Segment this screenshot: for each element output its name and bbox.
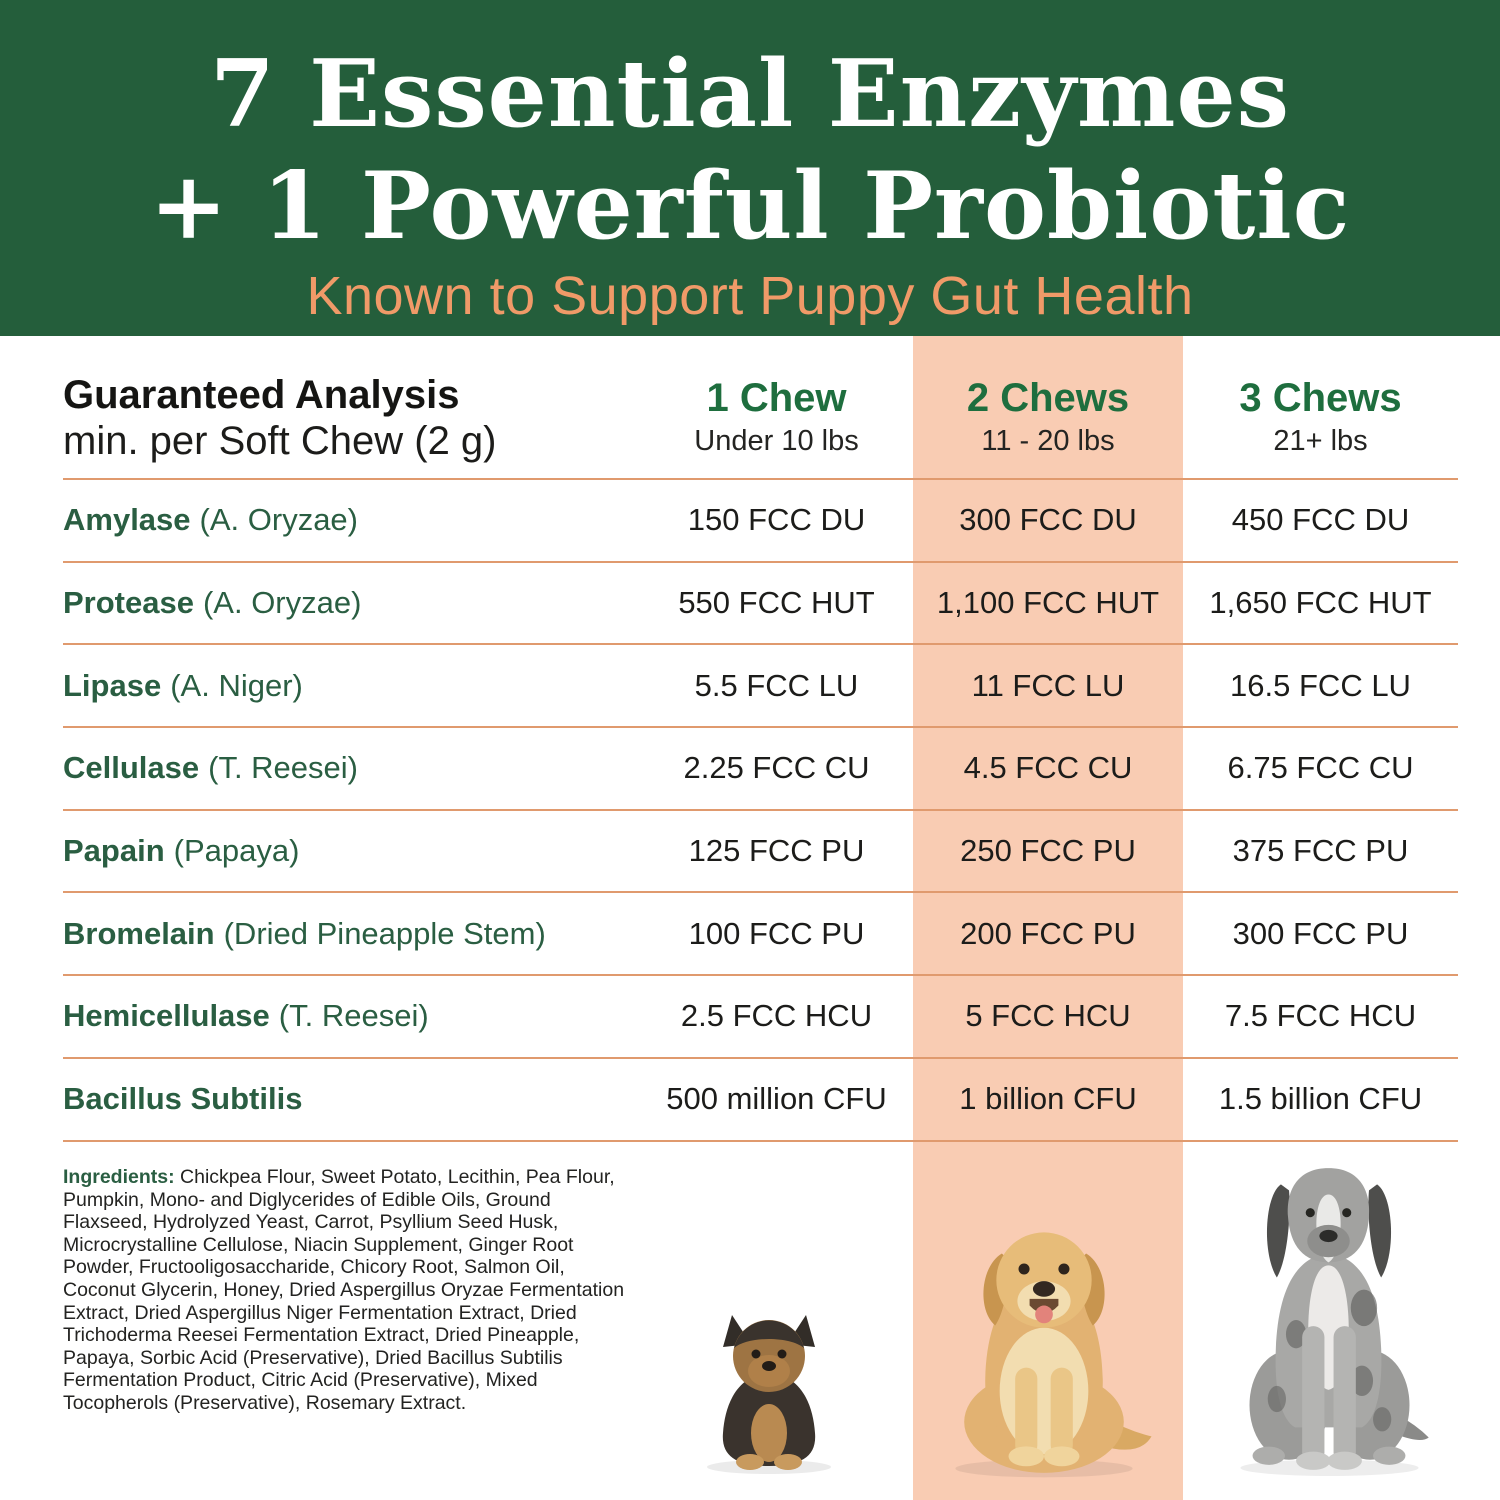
large-dog-illustration xyxy=(1240,1168,1429,1476)
table-header: Guaranteed Analysis min. per Soft Chew (… xyxy=(63,357,1458,478)
table-row-bromelain: Bromelain (Dried Pineapple Stem) 100 FCC … xyxy=(63,893,1458,977)
enzyme-name-cell: Cellulase (T. Reesei) xyxy=(63,750,640,786)
enzyme-name-cell: Lipase (A. Niger) xyxy=(63,668,640,704)
amount-3-chews: 450 FCC DU xyxy=(1231,502,1410,538)
column-header-2-chews: 2 Chews 11 - 20 lbs xyxy=(913,357,1183,478)
header-banner: 7 Essential Enzymes + 1 Powerful Probiot… xyxy=(0,0,1500,336)
title-line-1: 7 Essential Enzymes xyxy=(209,39,1290,148)
enzyme-source: (A. Oryzae) xyxy=(199,502,358,538)
amount-2-chews: 250 FCC PU xyxy=(960,833,1136,869)
amount-2-chews: 1,100 FCC HUT xyxy=(936,585,1160,621)
ingredients-paragraph: Ingredients: Chickpea Flour, Sweet Potat… xyxy=(63,1166,633,1415)
enzyme-name: Papain xyxy=(63,833,165,869)
amount-3-chews: 16.5 FCC LU xyxy=(1230,667,1411,703)
title-line-2: + 1 Powerful Probiotic xyxy=(149,151,1351,260)
ingredients-text: Chickpea Flour, Sweet Potato, Lecithin, … xyxy=(63,1166,625,1414)
medium-dog-illustration xyxy=(955,1232,1152,1478)
amount-3-chews: 6.75 FCC CU xyxy=(1227,750,1414,786)
amount-2-chews: 200 FCC PU xyxy=(960,915,1136,951)
page-title: 7 Essential Enzymes + 1 Powerful Probiot… xyxy=(0,0,1500,262)
enzyme-name: Cellulase xyxy=(63,750,200,786)
amount-1-chew: 2.5 FCC HCU xyxy=(680,998,873,1034)
golden-retriever-puppy-photo xyxy=(928,1218,1160,1484)
amount-2-chews: 300 FCC DU xyxy=(959,502,1137,538)
column-sublabel: 21+ lbs xyxy=(1273,424,1368,457)
amount-2-chews: 11 FCC LU xyxy=(971,667,1125,703)
small-dog-illustration xyxy=(707,1315,831,1474)
enzyme-name-cell: Hemicellulase (T. Reesei) xyxy=(63,998,640,1034)
table-row-papain: Papain (Papaya) 125 FCC PU 250 FCC PU 375… xyxy=(63,811,1458,894)
table-title-note: min. per Soft Chew (2 g) xyxy=(63,418,497,463)
enzyme-name: Protease xyxy=(63,585,194,621)
table-title: Guaranteed Analysis xyxy=(63,372,460,417)
guaranteed-analysis-table: Amylase (A. Oryzae) 150 FCC DU 300 FCC DU… xyxy=(63,478,1458,1142)
amount-2-chews: 5 FCC HCU xyxy=(965,998,1131,1034)
column-header-1-chew: 1 Chew Under 10 lbs xyxy=(640,357,913,478)
table-row-cellulase: Cellulase (T. Reesei) 2.25 FCC CU 4.5 FCC… xyxy=(63,728,1458,811)
amount-1-chew: 100 FCC PU xyxy=(688,915,865,951)
yorkshire-terrier-puppy-photo xyxy=(694,1303,844,1475)
table-row-hemicellulase: Hemicellulase (T. Reesei) 2.5 FCC HCU 5 F… xyxy=(63,976,1458,1059)
enzyme-source: (T. Reesei) xyxy=(208,750,358,786)
amount-1-chew: 550 FCC HUT xyxy=(678,585,875,621)
enzyme-name-cell: Bacillus Subtilis xyxy=(63,1081,640,1117)
amount-3-chews: 7.5 FCC HCU xyxy=(1224,998,1417,1034)
amount-3-chews: 300 FCC PU xyxy=(1232,915,1409,951)
column-label: 1 Chew xyxy=(706,375,847,420)
enzyme-source: (A. Oryzae) xyxy=(202,585,362,621)
table-row-protease: Protease (A. Oryzae) 550 FCC HUT 1,100 FC… xyxy=(63,563,1458,646)
enzyme-name-cell: Papain (Papaya) xyxy=(63,833,640,869)
table-row-bacillus-subtilis: Bacillus Subtilis 500 million CFU 1 bill… xyxy=(63,1059,1458,1142)
column-sublabel: Under 10 lbs xyxy=(694,424,859,457)
table-row-amylase: Amylase (A. Oryzae) 150 FCC DU 300 FCC DU… xyxy=(63,480,1458,563)
amount-1-chew: 150 FCC DU xyxy=(687,502,866,538)
enzyme-name: Lipase xyxy=(63,667,162,703)
amount-2-chews: 4.5 FCC CU xyxy=(963,750,1133,786)
enzyme-name: Amylase xyxy=(63,502,191,538)
column-label: 2 Chews xyxy=(966,375,1130,420)
column-sublabel: 11 - 20 lbs xyxy=(981,424,1115,457)
enzyme-name-cell: Bromelain (Dried Pineapple Stem) xyxy=(63,916,640,952)
great-dane-puppy-photo xyxy=(1210,1156,1448,1478)
amount-3-chews: 375 FCC PU xyxy=(1232,833,1409,869)
page-subtitle: Known to Support Puppy Gut Health xyxy=(306,266,1194,326)
amount-2-chews: 1 billion CFU xyxy=(959,1081,1137,1117)
enzyme-source: (A. Niger) xyxy=(170,667,303,703)
table-row-lipase: Lipase (A. Niger) 5.5 FCC LU 11 FCC LU 16… xyxy=(63,645,1458,729)
column-label: 3 Chews xyxy=(1239,375,1402,420)
amount-1-chew: 125 FCC PU xyxy=(688,833,865,869)
enzyme-source: (Papaya) xyxy=(173,833,300,869)
amount-1-chew: 500 million CFU xyxy=(666,1081,887,1117)
column-header-3-chews: 3 Chews 21+ lbs xyxy=(1183,357,1458,478)
amount-1-chew: 2.25 FCC CU xyxy=(683,750,870,786)
amount-3-chews: 1.5 billion CFU xyxy=(1218,1081,1423,1117)
ingredients-label: Ingredients: xyxy=(63,1166,175,1188)
amount-3-chews: 1,650 FCC HUT xyxy=(1209,585,1432,621)
enzyme-name: Hemicellulase xyxy=(63,998,270,1034)
enzyme-source: (T. Reesei) xyxy=(278,998,429,1034)
amount-1-chew: 5.5 FCC LU xyxy=(694,667,859,703)
enzyme-name: Bacillus Subtilis xyxy=(63,1081,303,1117)
enzyme-name-cell: Amylase (A. Oryzae) xyxy=(63,502,640,538)
enzyme-name-cell: Protease (A. Oryzae) xyxy=(63,585,640,621)
guaranteed-analysis-heading: Guaranteed Analysis min. per Soft Chew (… xyxy=(63,357,640,478)
enzyme-name: Bromelain xyxy=(63,915,215,951)
enzyme-source: (Dried Pineapple Stem) xyxy=(223,915,546,951)
